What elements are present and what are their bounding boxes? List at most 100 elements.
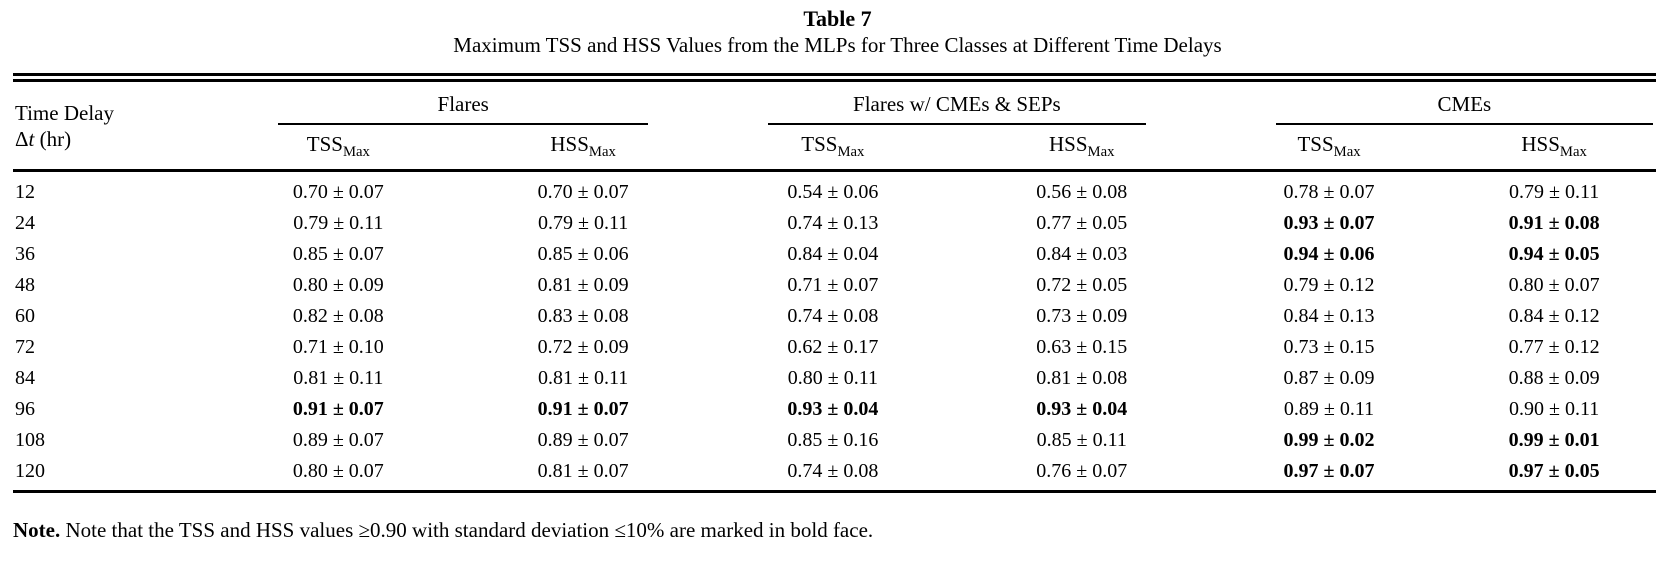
delta-symbol: Δ [15,126,29,151]
subcol-header-flares-hss: HSSMax [458,125,708,173]
metric-value: 0.70 ± 0.07 [537,181,629,204]
metric-value: 0.91 ± 0.08 [1508,212,1600,235]
metric-value: 0.93 ± 0.04 [787,398,879,421]
metric-name: TSS [801,132,838,156]
metric-value: 0.79 ± 0.11 [538,212,629,235]
time-delay-header-line1: Time Delay [15,100,114,125]
paper-table-figure: Table 7 Maximum TSS and HSS Values from … [13,6,1656,544]
metric-value: 0.89 ± 0.07 [292,429,384,452]
time-delay-value: 72 [15,336,35,359]
metric-value: 0.79 ± 0.12 [1283,274,1375,297]
group-header-flares-cmes-seps: Flares w/ CMEs & SEPs [708,82,1206,125]
table-row: 108 0.89 ± 0.07 0.89 ± 0.07 0.85 ± 0.16 0.85… [13,425,1656,456]
metric-value: 0.85 ± 0.11 [1036,429,1127,452]
group-header-cmes: CMEs [1206,82,1656,125]
metric-value: 0.81 ± 0.11 [293,367,384,390]
metric-name: HSS [1049,132,1088,156]
time-delay-header-line2: Δt (hr) [15,126,218,152]
subcol-header-flares-tss: TSSMax [218,125,459,173]
metric-value: 0.71 ± 0.07 [787,274,879,297]
time-delay-value: 36 [15,243,35,266]
metric-value: 0.70 ± 0.07 [292,181,384,204]
metric-value: 0.77 ± 0.12 [1508,336,1600,359]
group-header-flares: Flares [218,82,708,125]
table-note: Note. Note that the TSS and HSS values ≥… [13,517,1656,544]
metric-value: 0.94 ± 0.05 [1508,243,1600,266]
metric-value: 0.81 ± 0.11 [538,367,629,390]
metric-value: 0.80 ± 0.07 [1508,274,1600,297]
time-delay-value: 60 [15,305,35,328]
metric-value: 0.73 ± 0.09 [1036,305,1128,328]
metric-value: 0.79 ± 0.11 [293,212,384,235]
metric-value: 0.84 ± 0.03 [1036,243,1128,266]
time-delay-value: 108 [15,429,45,452]
table-row: 12 0.70 ± 0.07 0.70 ± 0.07 0.54 ± 0.06 0.56 … [13,171,1656,209]
metric-value: 0.87 ± 0.09 [1283,367,1375,390]
results-table: Time Delay Δt (hr) Flares Flares w/ CMEs… [13,82,1656,494]
note-label: Note. [13,518,61,543]
metric-subscript: Max [1559,144,1587,161]
metric-value: 0.84 ± 0.12 [1508,305,1600,328]
metric-value: 0.56 ± 0.08 [1036,181,1128,204]
metric-value: 0.99 ± 0.01 [1508,429,1600,452]
metric-subscript: Max [1087,144,1115,161]
subcol-header-flares-cmes-seps-hss: HSSMax [957,125,1206,173]
metric-value: 0.63 ± 0.15 [1036,336,1128,359]
metric-value: 0.74 ± 0.08 [787,305,879,328]
metric-name: HSS [550,132,589,156]
metric-value: 0.76 ± 0.07 [1036,460,1128,483]
metric-value: 0.81 ± 0.07 [537,460,629,483]
subcol-header-cmes-hss: HSSMax [1452,125,1656,173]
metric-value: 0.91 ± 0.07 [537,398,629,421]
metric-value: 0.82 ± 0.08 [292,305,384,328]
subcol-header-flares-cmes-seps-tss: TSSMax [707,125,958,173]
table-row: 120 0.80 ± 0.07 0.81 ± 0.07 0.74 ± 0.08 0.76… [13,456,1656,492]
table-body: 12 0.70 ± 0.07 0.70 ± 0.07 0.54 ± 0.06 0.56 … [13,171,1656,492]
metric-value: 0.93 ± 0.04 [1036,398,1128,421]
metric-value: 0.84 ± 0.13 [1283,305,1375,328]
metric-value: 0.97 ± 0.05 [1508,460,1600,483]
metric-name: TSS [306,132,343,156]
metric-name: TSS [1297,132,1334,156]
metric-value: 0.85 ± 0.16 [787,429,879,452]
metric-value: 0.74 ± 0.13 [787,212,879,235]
metric-value: 0.85 ± 0.06 [537,243,629,266]
group-header-row: Time Delay Δt (hr) Flares Flares w/ CMEs… [13,82,1656,173]
metric-value: 0.97 ± 0.07 [1283,460,1375,483]
metric-value: 0.81 ± 0.08 [1036,367,1128,390]
metric-value: 0.77 ± 0.05 [1036,212,1128,235]
time-delay-value: 24 [15,212,35,235]
metric-value: 0.81 ± 0.09 [537,274,629,297]
metric-value: 0.89 ± 0.07 [537,429,629,452]
metric-value: 0.90 ± 0.11 [1509,398,1600,421]
metric-value: 0.84 ± 0.04 [787,243,879,266]
subcolumn-header-row: TSSMax HSSMax TSSMax HSSMax TSSMax HSSMa… [13,125,1656,173]
metric-value: 0.89 ± 0.11 [1283,398,1375,421]
table-row: 36 0.85 ± 0.07 0.85 ± 0.06 0.84 ± 0.04 0.84 … [13,239,1656,270]
table-row: 24 0.79 ± 0.11 0.79 ± 0.11 0.74 ± 0.13 0.77 … [13,208,1656,239]
metric-value: 0.71 ± 0.10 [292,336,384,359]
subcol-header-cmes-tss: TSSMax [1205,125,1453,173]
time-unit: (hr) [34,126,72,151]
metric-value: 0.88 ± 0.09 [1508,367,1600,390]
time-delay-header: Time Delay Δt (hr) [13,82,219,173]
metric-subscript: Max [342,144,370,161]
metric-value: 0.80 ± 0.09 [292,274,384,297]
table-row: 84 0.81 ± 0.11 0.81 ± 0.11 0.80 ± 0.11 0.81 … [13,363,1656,394]
metric-name: HSS [1521,132,1560,156]
table-row: 72 0.71 ± 0.10 0.72 ± 0.09 0.62 ± 0.17 0.63 … [13,332,1656,363]
metric-subscript: Max [837,144,865,161]
table-row: 48 0.80 ± 0.09 0.81 ± 0.09 0.71 ± 0.07 0.72 … [13,270,1656,301]
metric-value: 0.80 ± 0.07 [292,460,384,483]
time-variable: t [28,126,35,151]
table-caption: Maximum TSS and HSS Values from the MLPs… [453,33,1222,57]
metric-subscript: Max [588,144,616,161]
time-delay-value: 84 [15,367,35,390]
table-container: Time Delay Δt (hr) Flares Flares w/ CMEs… [13,73,1656,494]
metric-subscript: Max [1333,144,1361,161]
metric-value: 0.72 ± 0.05 [1036,274,1128,297]
group-label-cmes: CMEs [1275,82,1653,125]
time-delay-value: 120 [15,460,45,483]
time-delay-value: 96 [15,398,35,421]
table-row: 96 0.91 ± 0.07 0.91 ± 0.07 0.93 ± 0.04 0.93 … [13,394,1656,425]
